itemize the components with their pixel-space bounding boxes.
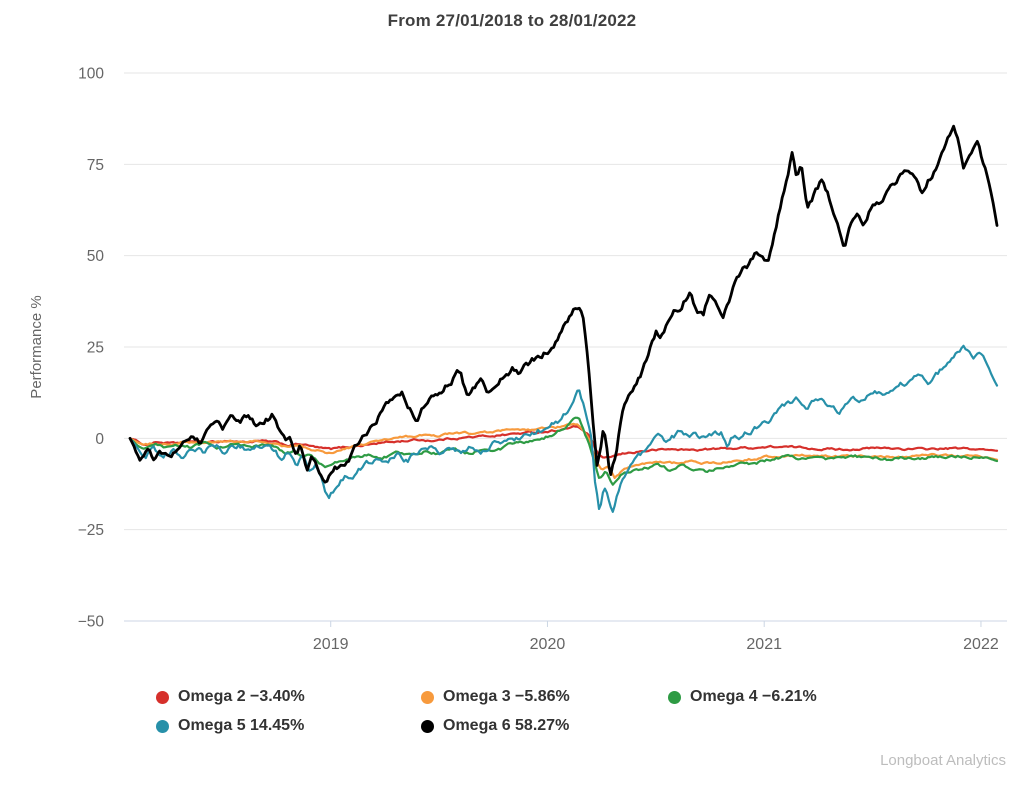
legend-label-omega-6: Omega 6 58.27% [443, 717, 570, 734]
x-tick-label: 2020 [530, 636, 566, 653]
series-line-omega-3[interactable] [128, 422, 999, 480]
legend-marker-omega-4 [668, 690, 681, 704]
legend-label-omega-5: Omega 5 14.45% [178, 717, 305, 734]
y-tick-label: 50 [87, 248, 105, 265]
legend-item-omega-6[interactable]: Omega 6 58.27% [421, 717, 668, 735]
y-tick-label: 25 [87, 340, 104, 357]
chart-legend: Omega 2 −3.40% Omega 3 −5.86% Omega 4 −6.2… [156, 688, 817, 735]
legend-item-omega-3[interactable]: Omega 3 −5.86% [421, 688, 668, 706]
legend-marker-omega-2 [156, 690, 169, 704]
performance-line-chart: 100 75 50 25 0 −25 −50 2019 2020 2021 2022 [78, 66, 1007, 653]
x-tick-label: 2019 [313, 636, 349, 653]
legend-marker-omega-5 [156, 719, 169, 733]
y-tick-label: 0 [95, 431, 104, 448]
legend-label-omega-3: Omega 3 −5.86% [443, 688, 570, 705]
y-tick-label: −50 [78, 614, 105, 631]
x-tick-label: 2021 [746, 636, 782, 653]
y-tick-label: 100 [78, 66, 104, 83]
legend-item-omega-2[interactable]: Omega 2 −3.40% [156, 688, 421, 706]
series-line-omega-4[interactable] [128, 416, 999, 486]
legend-marker-omega-6 [421, 719, 434, 733]
watermark: Longboat Analytics [880, 752, 1006, 769]
series-line-omega-5[interactable] [128, 344, 999, 513]
legend-label-omega-2: Omega 2 −3.40% [178, 688, 305, 705]
legend-label-omega-4: Omega 4 −6.21% [690, 688, 817, 705]
series-line-omega-6[interactable] [128, 124, 999, 484]
legend-item-omega-4[interactable]: Omega 4 −6.21% [668, 688, 817, 706]
y-tick-label: −25 [78, 522, 104, 539]
legend-item-omega-5[interactable]: Omega 5 14.45% [156, 717, 421, 735]
legend-marker-omega-3 [421, 690, 434, 704]
x-tick-label: 2022 [963, 636, 999, 653]
y-tick-label: 75 [87, 157, 104, 174]
chart-title: From 27/01/2018 to 28/01/2022 [387, 11, 637, 30]
